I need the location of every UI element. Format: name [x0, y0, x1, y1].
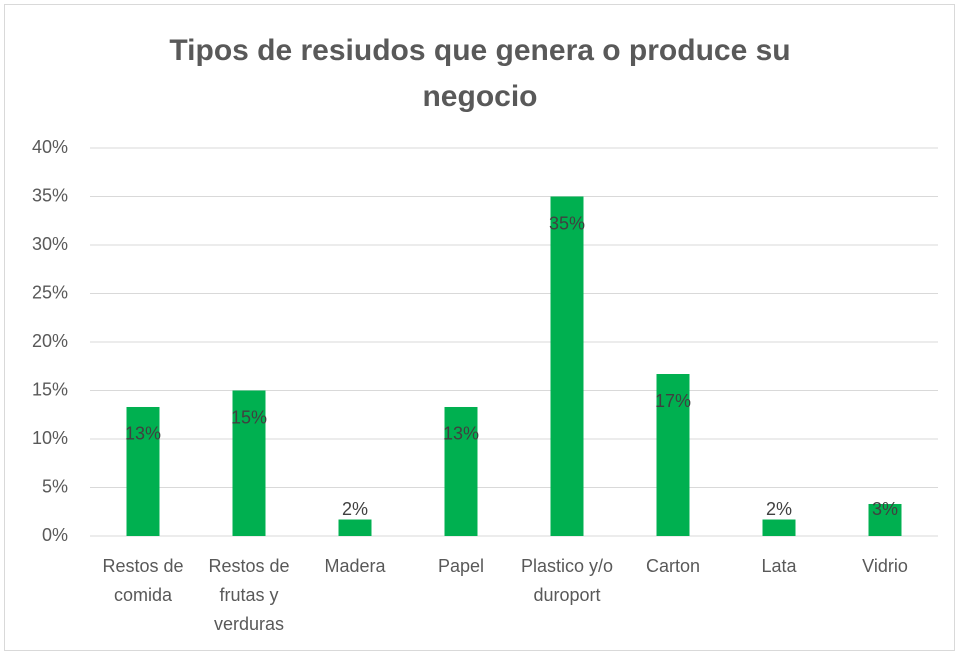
y-tick-label: 35% [32, 185, 68, 205]
bar [656, 374, 690, 536]
bar [762, 519, 796, 536]
x-tick-label: Lata [761, 556, 797, 576]
y-tick-label: 0% [42, 525, 68, 545]
y-tick-label: 10% [32, 428, 68, 448]
x-tick-label: Restos de comida [102, 556, 184, 605]
data-label: 3% [872, 499, 898, 519]
y-tick-label: 40% [32, 137, 68, 157]
x-tick-label: Papel [437, 556, 485, 576]
bar [126, 406, 160, 536]
data-label: 13% [443, 424, 479, 444]
bar [232, 390, 266, 536]
y-tick-label: 5% [42, 476, 68, 496]
data-label: 2% [766, 499, 792, 519]
x-tick-label: Plastico y/o duroport [520, 556, 614, 605]
data-label: 2% [342, 499, 368, 519]
y-tick-label: 15% [32, 379, 68, 399]
y-tick-label: 25% [32, 282, 68, 302]
chart-title: Tipos de resiudos que genera o produce s… [169, 34, 791, 113]
y-tick-label: 30% [32, 234, 68, 254]
chart-border [4, 4, 955, 651]
bar [338, 519, 372, 536]
bar [550, 196, 584, 536]
x-tick-label: Carton [645, 556, 701, 576]
y-tick-label: 20% [32, 331, 68, 351]
data-label: 15% [231, 407, 267, 427]
data-label: 13% [125, 424, 161, 444]
x-tick-label: Restos de frutas y verduras [208, 556, 290, 634]
data-label: 17% [655, 391, 691, 411]
bar [868, 503, 902, 536]
x-tick-label: Madera [324, 556, 386, 576]
x-tick-label: Vidrio [862, 556, 908, 576]
bar [444, 406, 478, 536]
data-label: 35% [549, 213, 585, 233]
